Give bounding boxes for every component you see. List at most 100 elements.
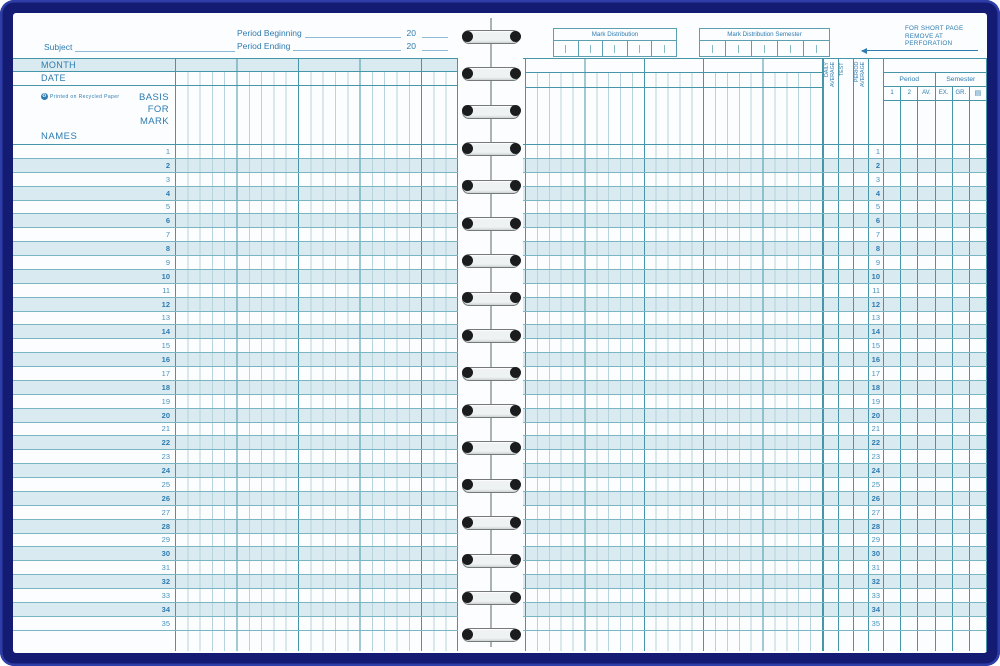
- daily-marks-cells[interactable]: [525, 228, 823, 242]
- daily-average-cell[interactable]: [823, 256, 838, 269]
- left-row[interactable]: 5: [13, 200, 458, 215]
- daily-marks-cells[interactable]: [525, 256, 823, 269]
- test-cell[interactable]: [838, 547, 853, 561]
- period-semester-cells[interactable]: [884, 242, 987, 255]
- right-row[interactable]: 10: [523, 269, 987, 284]
- right-row[interactable]: 26: [523, 491, 987, 506]
- period-semester-cells[interactable]: [884, 367, 987, 380]
- daily-average-cell[interactable]: [823, 269, 838, 283]
- student-name-cell[interactable]: 21: [13, 423, 175, 436]
- daily-average-cell[interactable]: [823, 200, 838, 214]
- daily-marks-cells[interactable]: [175, 630, 458, 651]
- left-row[interactable]: 15: [13, 339, 458, 354]
- student-name-cell[interactable]: 22: [13, 436, 175, 449]
- daily-marks-cells[interactable]: [525, 533, 823, 547]
- daily-average-cell[interactable]: [823, 145, 838, 158]
- daily-marks-cells[interactable]: [175, 339, 458, 353]
- student-name-cell[interactable]: 13: [13, 312, 175, 325]
- period-average-cell[interactable]: [853, 269, 868, 283]
- period-semester-cells[interactable]: [884, 491, 987, 505]
- left-row[interactable]: 35: [13, 616, 458, 631]
- period-average-cell[interactable]: [853, 505, 868, 519]
- period-average-cell[interactable]: [853, 561, 868, 575]
- daily-marks-cells[interactable]: [175, 311, 458, 325]
- daily-marks-cells[interactable]: [175, 186, 458, 200]
- period-semester-cells[interactable]: [884, 589, 987, 602]
- period-average-cell[interactable]: [853, 575, 868, 588]
- right-row[interactable]: 20: [523, 408, 987, 423]
- test-cell[interactable]: [838, 367, 853, 380]
- student-name-cell[interactable]: 35: [13, 617, 175, 630]
- period-semester-cells[interactable]: [884, 561, 987, 575]
- test-cell[interactable]: [838, 297, 853, 311]
- left-row[interactable]: 32: [13, 575, 458, 589]
- daily-average-cell[interactable]: [823, 172, 838, 186]
- period-average-cell[interactable]: [853, 380, 868, 394]
- left-row[interactable]: 31: [13, 561, 458, 576]
- period-semester-cells[interactable]: [884, 380, 987, 394]
- period-average-cell[interactable]: [853, 630, 868, 651]
- daily-marks-cells[interactable]: [175, 561, 458, 575]
- period-average-cell[interactable]: [853, 325, 868, 339]
- test-cell[interactable]: [838, 228, 853, 242]
- daily-average-cell[interactable]: [823, 436, 838, 450]
- daily-marks-cells[interactable]: [175, 242, 458, 255]
- period-semester-cells[interactable]: [884, 283, 987, 297]
- left-row[interactable]: 33: [13, 589, 458, 603]
- right-row[interactable]: 29: [523, 533, 987, 548]
- daily-marks-cells[interactable]: [175, 256, 458, 269]
- right-row[interactable]: 28: [523, 519, 987, 534]
- period-average-cell[interactable]: [853, 394, 868, 408]
- student-name-cell[interactable]: 14: [13, 325, 175, 338]
- daily-marks-cells[interactable]: [175, 297, 458, 311]
- right-row[interactable]: 35: [523, 616, 987, 631]
- daily-marks-cells[interactable]: [175, 367, 458, 380]
- student-name-cell[interactable]: 3: [13, 173, 175, 186]
- period-ending-blank-line[interactable]: [293, 41, 401, 51]
- period-average-cell[interactable]: [853, 533, 868, 547]
- daily-average-cell[interactable]: [823, 158, 838, 172]
- daily-marks-cells[interactable]: [175, 436, 458, 450]
- period-semester-cells[interactable]: [884, 311, 987, 325]
- daily-marks-cells[interactable]: [175, 353, 458, 366]
- left-row[interactable]: 7: [13, 228, 458, 243]
- left-row[interactable]: 9: [13, 256, 458, 270]
- period-semester-cells[interactable]: [884, 394, 987, 408]
- daily-marks-cells[interactable]: [525, 172, 823, 186]
- period-average-cell[interactable]: [853, 450, 868, 464]
- right-row[interactable]: 14: [523, 325, 987, 340]
- daily-average-cell[interactable]: [823, 561, 838, 575]
- daily-average-cell[interactable]: [823, 491, 838, 505]
- student-name-cell[interactable]: 28: [13, 520, 175, 533]
- period-average-cell[interactable]: [853, 214, 868, 228]
- daily-marks-cells[interactable]: [525, 353, 823, 366]
- daily-marks-cells[interactable]: [175, 325, 458, 339]
- daily-average-cell[interactable]: [823, 325, 838, 339]
- student-name-cell[interactable]: 34: [13, 603, 175, 616]
- daily-marks-cells[interactable]: [175, 450, 458, 464]
- test-cell[interactable]: [838, 505, 853, 519]
- left-row[interactable]: 2: [13, 158, 458, 173]
- daily-marks-cells[interactable]: [525, 561, 823, 575]
- student-name-cell[interactable]: 5: [13, 201, 175, 214]
- left-row[interactable]: 12: [13, 297, 458, 312]
- period-average-cell[interactable]: [853, 311, 868, 325]
- right-row[interactable]: 18: [523, 380, 987, 395]
- subject-field[interactable]: Subject: [44, 42, 235, 52]
- left-row[interactable]: 23: [13, 450, 458, 465]
- student-name-cell[interactable]: 4: [13, 187, 175, 200]
- period-semester-cells[interactable]: [884, 339, 987, 353]
- daily-marks-cells[interactable]: [525, 436, 823, 450]
- daily-average-cell[interactable]: [823, 339, 838, 353]
- left-row[interactable]: 13: [13, 311, 458, 326]
- period-average-cell[interactable]: [853, 158, 868, 172]
- daily-marks-cells[interactable]: [525, 339, 823, 353]
- daily-average-cell[interactable]: [823, 630, 838, 651]
- period-average-cell[interactable]: [853, 589, 868, 602]
- daily-average-cell[interactable]: [823, 367, 838, 380]
- student-name-cell[interactable]: 7: [13, 228, 175, 241]
- period-semester-cells[interactable]: [884, 353, 987, 366]
- right-row[interactable]: 31: [523, 561, 987, 576]
- test-cell[interactable]: [838, 450, 853, 464]
- test-cell[interactable]: [838, 533, 853, 547]
